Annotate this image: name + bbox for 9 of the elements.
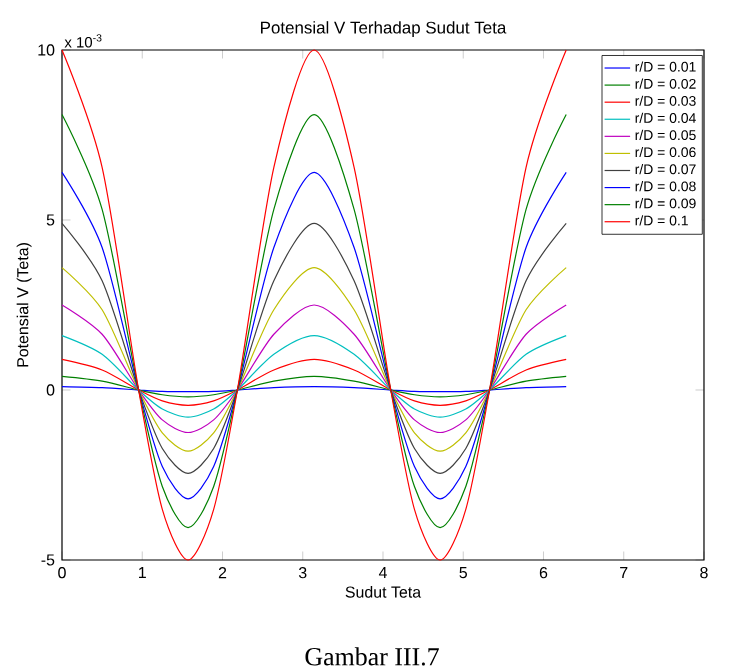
line-series [61, 266, 567, 452]
line-series [61, 49, 567, 561]
line-series [61, 222, 567, 474]
line-series [61, 304, 567, 434]
line-series [61, 171, 567, 500]
line-series [61, 113, 567, 529]
text: Gambar III.7 [305, 647, 439, 666]
line-series [61, 334, 567, 418]
chart-title: Potensial V Terhadap Sudut Teta [261, 21, 507, 37]
